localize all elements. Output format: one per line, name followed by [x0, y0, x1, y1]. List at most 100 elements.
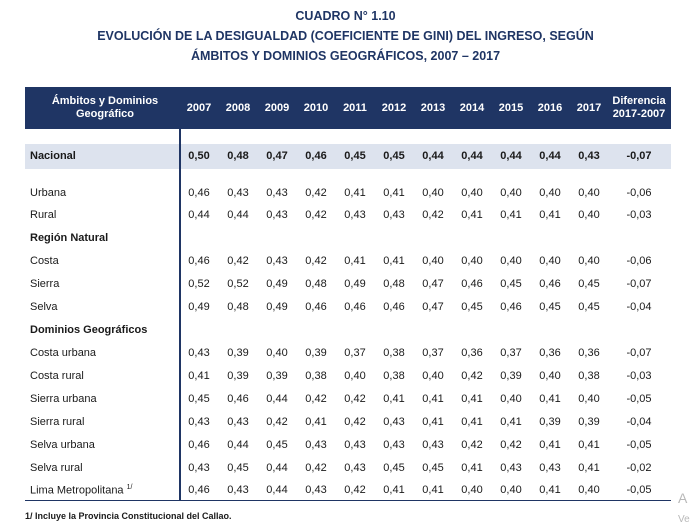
table-row: Rural 0,44 0,44 0,43 0,42 0,43 0,43 0,42… [25, 205, 671, 227]
cell-value: 0,43 [344, 462, 366, 474]
cell-value: 0,43 [266, 187, 288, 199]
cell-value: 0,40 [500, 255, 522, 267]
cell-value: 0,40 [578, 393, 600, 405]
header-year: 2009 [264, 102, 290, 114]
cell-value: 0,43 [383, 209, 405, 221]
cell-value: 0,45 [344, 150, 366, 162]
cell-value: 0,46 [305, 301, 327, 313]
cell-value: 0,40 [578, 209, 600, 221]
cell-value: 0,43 [227, 484, 249, 496]
cell-value: 0,40 [422, 370, 444, 382]
table-bottom-rule [25, 500, 671, 501]
cell-value: 0,42 [344, 393, 366, 405]
cell-value: 0,41 [422, 484, 444, 496]
cell-value: 0,46 [383, 301, 405, 313]
cell-value: 0,45 [578, 278, 600, 290]
table-row: Costa urbana 0,43 0,39 0,40 0,39 0,37 0,… [25, 343, 671, 365]
cell-value: 0,43 [500, 462, 522, 474]
cell-value: 0,44 [500, 150, 522, 162]
row-label: Nacional [30, 150, 76, 162]
cell-diff: -0,02 [626, 462, 652, 474]
table-row: Costa 0,46 0,42 0,43 0,42 0,41 0,41 0,40… [25, 251, 671, 273]
cell-value: 0,41 [461, 209, 483, 221]
table-row: Sierra 0,52 0,52 0,49 0,48 0,49 0,48 0,4… [25, 274, 671, 296]
cell-value: 0,50 [188, 150, 210, 162]
cell-value: 0,37 [422, 347, 444, 359]
cell-diff: -0,07 [626, 347, 652, 359]
row-label: Selva [30, 301, 58, 313]
cell-value: 0,47 [266, 150, 288, 162]
cell-value: 0,41 [422, 393, 444, 405]
header-diff: Diferencia 2017-2007 [609, 95, 669, 121]
cell-value: 0,42 [227, 255, 249, 267]
cell-value: 0,45 [500, 278, 522, 290]
cell-value: 0,40 [500, 187, 522, 199]
nacional-band [25, 144, 671, 169]
cell-value: 0,42 [461, 439, 483, 451]
cell-value: 0,41 [500, 209, 522, 221]
cell-value: 0,44 [188, 209, 210, 221]
cell-value: 0,37 [344, 347, 366, 359]
cell-value: 0,45 [266, 439, 288, 451]
cell-value: 0,48 [383, 278, 405, 290]
cell-value: 0,45 [383, 150, 405, 162]
cell-value: 0,36 [461, 347, 483, 359]
table-row: Selva urbana 0,46 0,44 0,45 0,43 0,43 0,… [25, 435, 671, 457]
cell-value: 0,41 [539, 484, 561, 496]
edge-text: A [678, 490, 688, 506]
cell-value: 0,44 [227, 439, 249, 451]
cell-value: 0,41 [539, 209, 561, 221]
cell-value: 0,52 [188, 278, 210, 290]
header-year: 2011 [343, 102, 367, 114]
cell-value: 0,43 [227, 416, 249, 428]
cell-value: 0,46 [500, 301, 522, 313]
cell-value: 0,41 [344, 187, 366, 199]
cell-value: 0,43 [344, 439, 366, 451]
cell-value: 0,42 [305, 187, 327, 199]
cell-value: 0,41 [344, 255, 366, 267]
cell-value: 0,43 [578, 150, 600, 162]
cell-value: 0,44 [227, 209, 249, 221]
header-diff-line-2: 2017-2007 [612, 108, 666, 120]
header-year: 2012 [381, 102, 407, 114]
cell-value: 0,44 [422, 150, 444, 162]
cell-value: 0,40 [344, 370, 366, 382]
table-row: Costa rural 0,41 0,39 0,39 0,38 0,40 0,3… [25, 366, 671, 388]
header-year: 2016 [537, 102, 563, 114]
cell-value: 0,40 [266, 347, 288, 359]
cell-value: 0,36 [539, 347, 561, 359]
header-year: 2013 [420, 102, 446, 114]
row-label: Lima Metropolitana 1/ [30, 484, 132, 497]
cell-value: 0,42 [266, 416, 288, 428]
cell-value: 0,43 [383, 416, 405, 428]
footnote-marker: 1/ [126, 484, 133, 491]
cell-value: 0,43 [305, 439, 327, 451]
cell-value: 0,45 [539, 301, 561, 313]
row-label: Sierra [30, 278, 60, 290]
cell-value: 0,43 [188, 347, 210, 359]
cell-value: 0,45 [422, 462, 444, 474]
cell-value: 0,42 [305, 393, 327, 405]
cell-value: 0,40 [422, 255, 444, 267]
cell-value: 0,39 [227, 370, 249, 382]
footnote: 1/ Incluye la Provincia Constitucional d… [25, 511, 232, 521]
cell-value: 0,48 [305, 278, 327, 290]
cell-value: 0,49 [188, 301, 210, 313]
cell-value: 0,39 [266, 370, 288, 382]
header-year: 2007 [186, 102, 212, 114]
cell-value: 0,41 [305, 416, 327, 428]
cell-value: 0,42 [305, 209, 327, 221]
row-label: Costa [30, 255, 59, 267]
cell-value: 0,47 [422, 278, 444, 290]
cell-value: 0,44 [539, 150, 561, 162]
cell-value: 0,41 [383, 484, 405, 496]
cell-value: 0,47 [422, 301, 444, 313]
cell-value: 0,41 [461, 462, 483, 474]
header-year: 2017 [576, 102, 602, 114]
row-label: Selva urbana [30, 439, 95, 451]
cell-value: 0,43 [266, 209, 288, 221]
cell-value: 0,45 [461, 301, 483, 313]
cell-value: 0,45 [227, 462, 249, 474]
cell-value: 0,41 [383, 393, 405, 405]
cell-value: 0,41 [578, 462, 600, 474]
